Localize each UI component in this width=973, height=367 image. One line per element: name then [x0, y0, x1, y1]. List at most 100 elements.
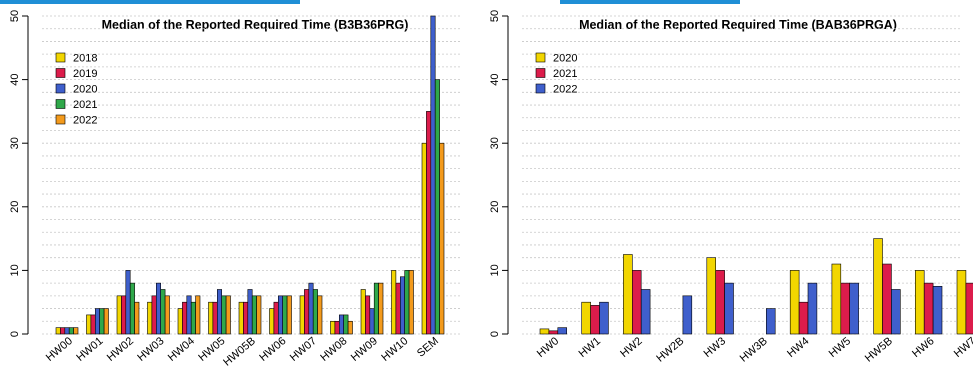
legend-swatch — [55, 52, 66, 63]
bar-2020-HW06 — [277, 295, 283, 335]
x-tick-label: HW3B — [738, 335, 770, 365]
y-axis: 0 10 20 30 40 50 — [9, 10, 29, 337]
x-tick-label: HW0 — [535, 335, 561, 360]
bar-2022-HW01 — [103, 308, 109, 335]
bar-2022-HW08 — [347, 320, 353, 335]
bar-2021-HW03 — [160, 289, 166, 335]
bar-2018-HW09 — [360, 289, 366, 335]
bar-2021-HW2 — [631, 270, 642, 335]
bar-2019-HW07 — [304, 289, 310, 335]
bar-2018-HW00 — [55, 327, 61, 335]
legend-label: 2022 — [73, 115, 97, 127]
bar-2022-HW5B — [891, 289, 901, 335]
y-tick-label: 20 — [489, 201, 501, 213]
bar-2018-HW07 — [299, 295, 305, 335]
bar-2022-HW05 — [225, 295, 231, 335]
x-tick-label: HW06 — [257, 335, 288, 364]
bar-2022-HW1 — [599, 301, 609, 335]
x-tick-label: HW7 — [952, 335, 973, 360]
bar-2022-HW3B — [765, 308, 776, 335]
chart-title: Median of the Reported Required Time (BA… — [579, 18, 897, 32]
bar-2020-HW1 — [581, 301, 591, 335]
y-axis: 0 10 20 30 40 50 — [489, 10, 509, 337]
bar-2018-HW06 — [269, 308, 275, 335]
bar-2020-HW04 — [186, 295, 192, 335]
legend-swatch — [55, 114, 66, 125]
bar-2018-SEM — [421, 142, 427, 335]
bars — [55, 15, 445, 335]
header-accent-bar — [0, 0, 300, 4]
legend: 2020 2021 2022 — [535, 53, 577, 96]
x-tick-label: HW3 — [702, 335, 728, 360]
bar-2020-HW6 — [914, 270, 925, 335]
bar-2018-HW01 — [86, 314, 92, 335]
bar-2020-SEM — [430, 15, 436, 335]
bar-2019-HW01 — [90, 314, 96, 335]
y-tick-label: 30 — [489, 137, 501, 149]
x-tick-label: HW2B — [654, 335, 686, 365]
bar-2020-HW09 — [369, 308, 375, 335]
x-tick-label: HW5B — [863, 335, 895, 365]
bar-2018-HW08 — [330, 320, 336, 335]
bar-2019-HW00 — [60, 327, 66, 335]
bar-2020-HW10 — [399, 276, 405, 335]
x-tick-label: HW08 — [318, 335, 349, 364]
bar-2022-HW2 — [640, 289, 651, 335]
bar-2019-HW03 — [151, 295, 157, 335]
bar-2022-HW5 — [849, 282, 859, 335]
bar-2021-HW01 — [99, 308, 105, 335]
bar-2020-HW3 — [706, 257, 716, 335]
legend-label: 2019 — [73, 68, 97, 80]
bar-2022-HW3 — [724, 282, 734, 335]
bars — [539, 238, 973, 335]
legend-swatch — [55, 83, 66, 94]
bar-2020-HW05 — [217, 289, 223, 335]
bar-2022-HW06 — [286, 295, 292, 335]
bar-2018-HW05 — [208, 301, 214, 335]
bar-2021-HW4 — [798, 301, 809, 335]
bar-2018-HW10 — [391, 270, 397, 335]
bar-2021-HW06 — [282, 295, 288, 335]
bar-2019-HW06 — [273, 301, 279, 335]
bar-2022-HW6 — [932, 285, 943, 335]
bar-2022-HW4 — [807, 282, 818, 335]
legend-swatch — [535, 83, 546, 94]
bar-2022-HW2B — [682, 295, 693, 335]
bar-2020-HW01 — [95, 308, 101, 335]
bar-2021-HW3 — [715, 270, 725, 335]
y-tick-label: 10 — [489, 264, 501, 276]
bar-2021-HW0 — [548, 330, 559, 335]
y-tick-label: 10 — [9, 264, 21, 276]
bar-2022-HW00 — [73, 327, 79, 335]
bar-2020-HW5B — [873, 238, 883, 335]
legend-label: 2020 — [553, 53, 577, 65]
bar-2018-HW02 — [116, 295, 122, 335]
grid-lines — [42, 15, 462, 335]
bar-2022-HW04 — [195, 295, 201, 335]
bar-2021-HW09 — [373, 282, 379, 335]
x-tick-label: HW4 — [785, 335, 811, 360]
legend-label: 2022 — [553, 84, 577, 96]
bar-2022-SEM — [439, 142, 445, 335]
x-tick-label: HW6 — [910, 335, 936, 360]
bar-2022-HW07 — [317, 295, 323, 335]
bar-2019-HW05B — [243, 301, 249, 335]
bar-2018-HW04 — [177, 308, 183, 335]
header-accent-bar-right — [560, 0, 740, 4]
legend: 2018 2019 2020 2021 2022 — [55, 52, 97, 127]
x-tick-label: HW00 — [44, 335, 75, 364]
bar-2020-HW03 — [156, 282, 162, 335]
bar-2020-HW7 — [956, 270, 967, 335]
x-tick-label: HW05B — [221, 335, 258, 367]
y-tick-label: 40 — [489, 73, 501, 85]
x-tick-label: HW04 — [166, 335, 197, 364]
bar-2021-HW00 — [68, 327, 74, 335]
x-tick-label: HW03 — [135, 335, 166, 364]
y-tick-label: 20 — [9, 201, 21, 213]
y-tick-label: 50 — [489, 10, 501, 22]
bar-2021-HW5B — [882, 263, 892, 335]
chart-bab36prga: Median of the Reported Required Time (BA… — [489, 10, 973, 365]
bar-2019-HW05 — [212, 301, 218, 335]
bar-2022-HW0 — [557, 327, 567, 335]
